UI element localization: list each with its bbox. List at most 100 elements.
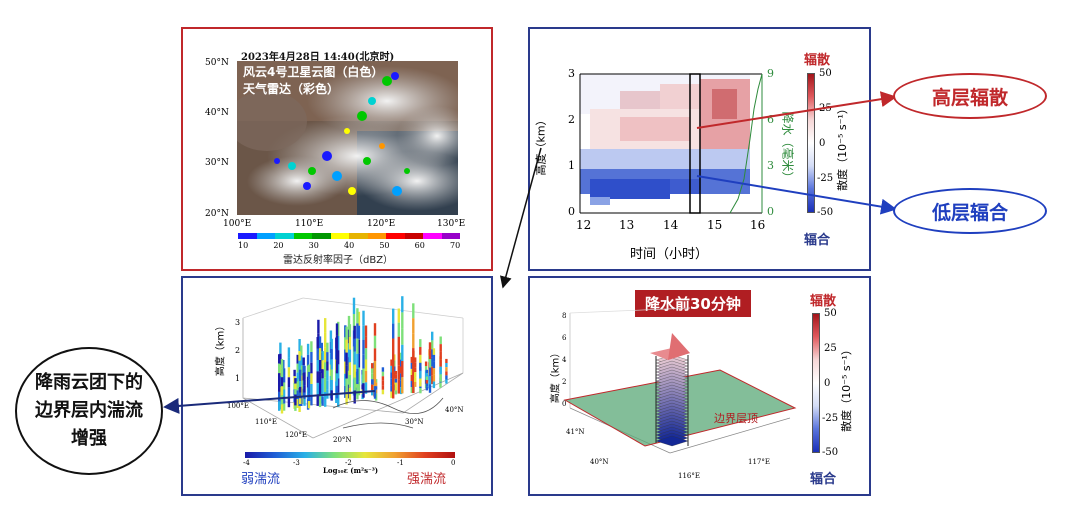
radar-label: 天气雷达（彩色） xyxy=(243,82,340,96)
turbulence-column-segment xyxy=(425,376,429,380)
turbulence-column-segment xyxy=(330,359,333,370)
turbulence-column-segment xyxy=(324,377,327,392)
turbulence-column-segment xyxy=(424,366,428,371)
turbulence-column-segment xyxy=(316,337,319,349)
turbulence-column-segment xyxy=(356,338,359,354)
turbulence-column-segment xyxy=(414,362,417,368)
x-tick: 12 xyxy=(576,218,592,232)
turbulence-column-segment xyxy=(401,296,404,313)
colorbar-segment xyxy=(293,233,312,239)
colorbar-tick: 30 xyxy=(308,241,319,250)
turbulence-column-segment xyxy=(362,310,365,326)
turbulence-column-segment xyxy=(299,392,302,399)
colorbar-segment xyxy=(404,233,423,239)
epsilon-tick: -2 xyxy=(345,459,352,467)
epsilon-tick: -3 xyxy=(293,459,300,467)
turbulence-column-segment xyxy=(287,367,291,378)
turbulence-column-segment xyxy=(347,315,351,330)
lat-tick: 20°N xyxy=(205,209,229,219)
turbulence-column-segment xyxy=(394,390,398,395)
turbulence-column-segment xyxy=(425,387,429,391)
turbulence-column-segment xyxy=(419,378,422,387)
turbulence-column-segment xyxy=(410,356,413,363)
reflectivity-colorbar xyxy=(238,233,460,239)
lon-tick: 116°E xyxy=(678,472,700,480)
turbulence-column-segment xyxy=(399,387,403,395)
turbulence-callout: 降雨云团下的边界层内湍流增强 xyxy=(15,347,163,475)
turbulence-column-segment xyxy=(445,363,448,368)
turbulence-column-segment xyxy=(356,323,359,339)
turbulence-column-segment xyxy=(348,349,352,363)
turbulence-column-segment xyxy=(390,365,393,373)
colorbar-segment xyxy=(423,233,442,239)
turbulence-column-segment xyxy=(397,308,400,323)
turbulence-column-segment xyxy=(303,372,306,380)
lon-tick: 100°E xyxy=(223,219,252,229)
turbulence-column-segment xyxy=(330,369,333,380)
turbulence-column-segment xyxy=(344,361,347,374)
turbulence-column-segment xyxy=(280,377,284,387)
turbulence-column-segment xyxy=(280,359,284,369)
colorbar-segment xyxy=(330,233,349,239)
turbulence-column-segment xyxy=(410,375,413,381)
turbulence-column-segment xyxy=(299,369,302,376)
turbulence-column-segment xyxy=(353,377,356,391)
turbulence-column-segment xyxy=(399,352,403,360)
turbulence-column-segment xyxy=(371,368,374,374)
turbulence-column-segment xyxy=(326,380,329,390)
colorbar-tick: -50 xyxy=(822,447,839,458)
z-tick: 2 xyxy=(562,378,567,386)
turbulence-column-segment xyxy=(381,367,385,372)
turbulence-column-segment xyxy=(419,362,422,371)
z-tick: 1 xyxy=(235,374,241,383)
turbulence-column-segment xyxy=(445,358,448,363)
turbulence-column-segment xyxy=(337,350,340,365)
turbulence-column-segment xyxy=(373,373,377,387)
turbulence-column-segment xyxy=(431,331,434,341)
turbulence-column-segment xyxy=(381,385,385,390)
satellite-map-image xyxy=(237,61,458,215)
turbulence-column-segment xyxy=(401,361,404,378)
pre-rain-3d-panel: 降水前30分钟 高度（km） 0 2 4 6 8 41°N 40°N 116°E… xyxy=(528,276,871,496)
turbulence-column-segment xyxy=(321,369,324,379)
turbulence-column-segment xyxy=(337,378,340,393)
colorbar-segment xyxy=(312,233,331,239)
satellite-cloud-label: 风云4号卫星云图（白色） xyxy=(243,65,384,79)
turbulence-column-segment xyxy=(399,366,403,374)
turbulence-column-segment xyxy=(439,336,442,344)
turbulence-column-segment xyxy=(412,318,415,334)
x-tick: 15 xyxy=(707,218,723,232)
turbulence-column-segment xyxy=(399,380,403,388)
turbulence-column-segment xyxy=(320,342,323,353)
colorbar-tick: -25 xyxy=(822,413,839,424)
turbulence-column-segment xyxy=(439,366,442,375)
turbulence-column-segment xyxy=(401,328,404,345)
turbulence-column-segment xyxy=(345,339,348,353)
turbulence-column-segment xyxy=(287,377,291,388)
turbulence-column-segment xyxy=(287,387,291,398)
turbulence-column-segment xyxy=(317,319,320,334)
turbulence-column-segment xyxy=(318,336,322,349)
divergence-colorbar xyxy=(812,313,820,453)
turbulence-column-segment xyxy=(337,364,340,379)
turbulence-column-segment xyxy=(428,376,432,385)
turbulence-column-segment xyxy=(428,342,432,351)
turbulence-column-segment xyxy=(294,394,297,400)
turbulence-column-segment xyxy=(397,365,400,380)
turbulence-column-segment xyxy=(293,369,296,377)
y-tick: 2 xyxy=(568,113,575,126)
turbulence-column-segment xyxy=(348,324,352,337)
turbulence-column-segment xyxy=(356,353,359,369)
turbulence-column-segment xyxy=(371,379,374,385)
turbulence-text: 降雨云团下的边界层内湍流增强 xyxy=(35,372,143,449)
turbulence-column-segment xyxy=(431,340,434,350)
turbulence-column-segment xyxy=(345,378,348,392)
turbulence-column-segment xyxy=(279,376,282,388)
turbulence-column-segment xyxy=(335,385,339,399)
turbulence-column-segment xyxy=(425,383,429,387)
turbulence-column-segment xyxy=(390,359,393,366)
lon-tick: 120°E xyxy=(367,219,396,229)
turbulence-column-segment xyxy=(280,395,284,405)
high-divergence-callout: 高层辐散 xyxy=(893,73,1047,119)
z-tick: 4 xyxy=(562,356,567,364)
